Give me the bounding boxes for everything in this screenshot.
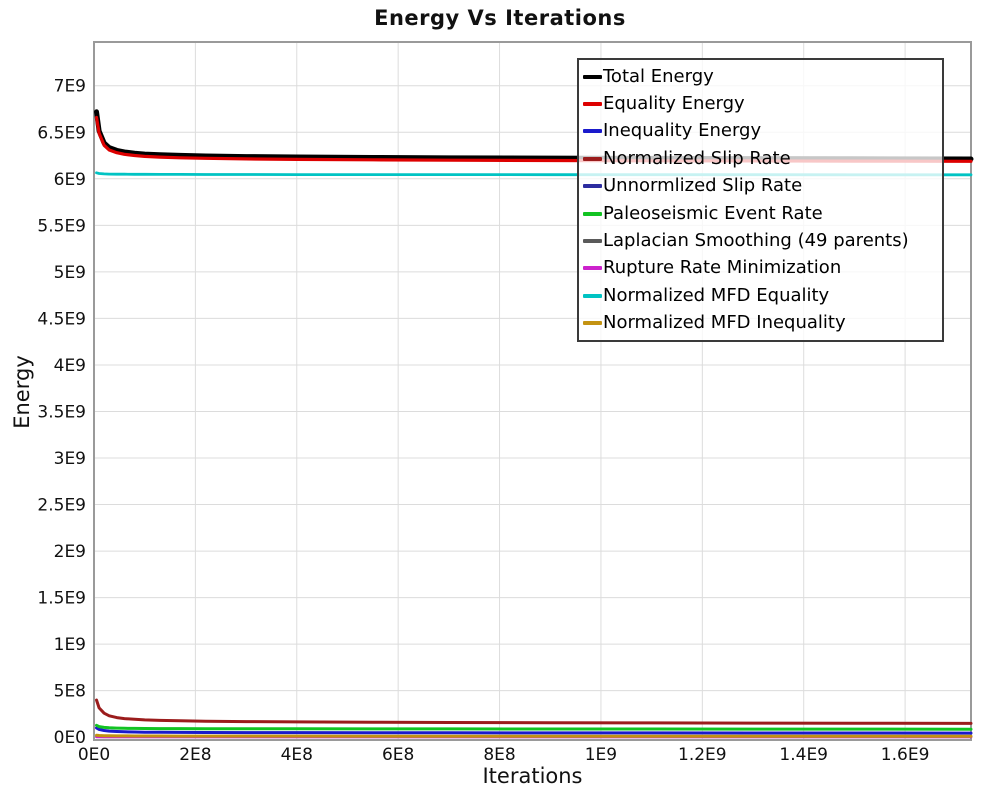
y-tick-label: 3.5E9 bbox=[37, 402, 86, 422]
legend-item-normalized-slip-rate: Normalized Slip Rate bbox=[583, 145, 940, 172]
legend: Total Energy Equality Energy Inequality En… bbox=[577, 58, 944, 342]
x-tick-label: 8E8 bbox=[483, 745, 515, 765]
legend-item-equality-energy: Equality Energy bbox=[583, 91, 940, 118]
x-tick-label: 0E0 bbox=[78, 745, 110, 765]
x-tick-label: 1.6E9 bbox=[881, 745, 930, 765]
legend-item-total-energy: Total Energy bbox=[583, 63, 940, 90]
legend-label: Normalized Slip Rate bbox=[603, 147, 791, 169]
y-tick-label: 1E9 bbox=[54, 635, 86, 655]
legend-item-normalized-mfd-equality: Normalized MFD Equality bbox=[583, 282, 940, 309]
legend-label: Rupture Rate Minimization bbox=[603, 257, 842, 279]
legend-swatch-normalized-mfd-inequality bbox=[583, 321, 602, 326]
legend-item-normalized-mfd-inequality: Normalized MFD Inequality bbox=[583, 310, 940, 337]
legend-item-paleoseismic-event-rate: Paleoseismic Event Rate bbox=[583, 200, 940, 227]
series-inequality-energy bbox=[95, 726, 973, 735]
chart-title: Energy Vs Iterations bbox=[374, 6, 626, 30]
x-axis-title: Iterations bbox=[482, 764, 583, 788]
legend-swatch-total-energy bbox=[583, 74, 602, 79]
legend-label: Inequality Energy bbox=[603, 120, 762, 142]
legend-label: Total Energy bbox=[603, 65, 714, 87]
legend-swatch-paleoseismic-event-rate bbox=[583, 211, 602, 216]
series-paleoseismic-event-rate bbox=[95, 723, 973, 731]
legend-item-rupture-rate-minimization: Rupture Rate Minimization bbox=[583, 255, 940, 282]
x-tick-label: 1.2E9 bbox=[678, 745, 727, 765]
legend-label: Normalized MFD Equality bbox=[603, 284, 830, 306]
legend-swatch-normalized-mfd-equality bbox=[583, 293, 602, 298]
legend-swatch-rupture-rate-minimization bbox=[583, 266, 602, 271]
legend-label: Unnormlized Slip Rate bbox=[603, 175, 803, 197]
y-tick-label: 5E9 bbox=[54, 263, 86, 283]
legend-label: Normalized MFD Inequality bbox=[603, 312, 846, 334]
legend-swatch-inequality-energy bbox=[583, 129, 602, 134]
legend-item-laplacian-smoothing: Laplacian Smoothing (49 parents) bbox=[583, 228, 940, 255]
legend-swatch-unnormlized-slip-rate bbox=[583, 184, 602, 189]
x-tick-label: 4E8 bbox=[281, 745, 313, 765]
y-tick-label: 4.5E9 bbox=[37, 309, 86, 329]
series-normalized-slip-rate bbox=[95, 698, 973, 725]
y-tick-label: 2E9 bbox=[54, 542, 86, 562]
legend-item-unnormlized-slip-rate: Unnormlized Slip Rate bbox=[583, 173, 940, 200]
legend-label: Equality Energy bbox=[603, 93, 745, 115]
legend-swatch-equality-energy bbox=[583, 102, 602, 107]
y-tick-label: 4E9 bbox=[54, 356, 86, 376]
y-tick-label: 5.5E9 bbox=[37, 216, 86, 236]
legend-swatch-laplacian-smoothing bbox=[583, 239, 602, 244]
legend-item-inequality-energy: Inequality Energy bbox=[583, 118, 940, 145]
legend-label: Paleoseismic Event Rate bbox=[603, 202, 823, 224]
y-tick-label: 2.5E9 bbox=[37, 496, 86, 516]
series-normalized-mfd-inequality bbox=[95, 733, 973, 738]
legend-swatch-normalized-slip-rate bbox=[583, 156, 602, 161]
y-tick-label: 6.5E9 bbox=[37, 123, 86, 143]
y-tick-label: 0E0 bbox=[54, 728, 86, 748]
y-tick-label: 3E9 bbox=[54, 449, 86, 469]
x-tick-label: 2E8 bbox=[179, 745, 211, 765]
x-tick-label: 1E9 bbox=[585, 745, 617, 765]
y-tick-label: 1.5E9 bbox=[37, 589, 86, 609]
x-tick-label: 1.4E9 bbox=[779, 745, 828, 765]
x-tick-label: 6E8 bbox=[382, 745, 414, 765]
legend-label: Laplacian Smoothing (49 parents) bbox=[603, 230, 909, 252]
y-tick-label: 5E8 bbox=[54, 682, 86, 702]
y-axis-title: Energy bbox=[10, 355, 34, 429]
y-tick-label: 7E9 bbox=[54, 77, 86, 97]
plot-frame bbox=[93, 41, 972, 741]
y-tick-label: 6E9 bbox=[54, 170, 86, 190]
